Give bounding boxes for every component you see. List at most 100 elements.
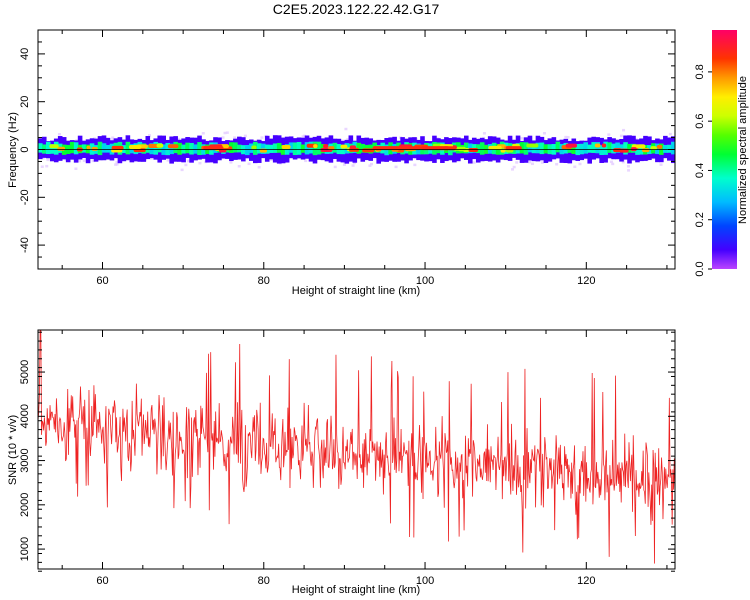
snr-xtick-label: 80	[258, 575, 270, 587]
spectrogram-cell	[49, 144, 59, 149]
spectrogram-cell	[356, 142, 362, 154]
spectrogram-cell	[579, 143, 585, 155]
spectrogram-cell	[272, 143, 278, 153]
snr-axes: 60 80 100 120 1000 2000 3000 4000 5000	[19, 329, 676, 587]
spectrogram-cell	[111, 145, 124, 150]
spectrogram-axes: 60 80 100 120 -40 -20 0 20 40	[19, 29, 676, 287]
spectrogram-speck	[223, 131, 227, 135]
spectrogram-speck	[394, 165, 398, 169]
spectrogram-cell	[81, 144, 87, 153]
spectrogram-cell	[167, 144, 179, 149]
spectrogram-speck	[115, 161, 119, 164]
spectrogram-speck	[578, 162, 582, 166]
spectrogram-cell	[565, 143, 578, 148]
spectrogram-cell	[101, 143, 107, 153]
spectrogram-cell	[300, 144, 306, 153]
snr-ytick-label: 2000	[19, 493, 31, 517]
spectrogram-speck	[57, 133, 61, 136]
spectrogram-speck	[542, 131, 546, 135]
spectrogram-speck	[369, 162, 373, 166]
spectrogram-cell	[655, 143, 660, 155]
spectrogram-speck	[531, 162, 535, 166]
spectrogram-cell	[623, 142, 628, 155]
spectrogram-cell	[153, 141, 159, 155]
spectrogram-cell	[292, 142, 298, 156]
spectrogram-speck	[114, 163, 118, 166]
spectrogram-speck	[148, 134, 152, 137]
spectrogram-speck	[78, 159, 82, 163]
spectrogram-speck	[520, 137, 524, 140]
snr-ytick-label: 1000	[19, 537, 31, 561]
spectrogram-speck	[668, 132, 672, 136]
spectrogram-speck	[257, 165, 261, 169]
snr-ytick-label: 3000	[19, 448, 31, 472]
spectrogram-speck	[659, 163, 663, 166]
spectrogram-cell	[313, 144, 318, 149]
spectrogram-speck	[40, 165, 44, 168]
spectrogram-cell	[73, 142, 79, 155]
spectrogram-speck	[180, 168, 184, 172]
spectrogram-cell	[165, 142, 170, 156]
spectrogram-cell	[149, 143, 155, 155]
snr-series-line	[38, 330, 675, 564]
spectrogram-cell	[296, 141, 302, 155]
spectrogram-speck	[221, 136, 225, 139]
spectrogram-cell	[169, 143, 174, 155]
spectrogram-speck	[609, 160, 613, 164]
spectrogram-cell	[650, 146, 657, 151]
colorbar-gradient	[712, 30, 737, 269]
spectrogram-speck	[225, 131, 229, 134]
spectrogram-cell	[362, 148, 375, 153]
snr-ylabel: SNR (10 * v/v)	[7, 415, 19, 485]
spectrogram-cell	[611, 143, 616, 154]
spectrogram-speck	[237, 165, 241, 168]
colorbar-tick-label: 0.8	[694, 64, 706, 79]
spectrogram-speck	[619, 134, 623, 138]
spectrogram-speck	[607, 133, 611, 136]
spectrogram-cell	[603, 141, 608, 155]
spectrogram-cell	[38, 143, 43, 153]
spectrogram-speck	[229, 161, 233, 164]
spectrogram-cell	[281, 144, 291, 149]
snr-ytick-label: 4000	[19, 404, 31, 428]
spectrogram-cell	[233, 142, 238, 153]
spectrogram-cell	[601, 143, 607, 148]
spectrogram-cell	[591, 142, 596, 153]
spectrogram-ylabel: Frequency (Hz)	[7, 112, 19, 188]
spectrogram-xtick-label: 120	[577, 275, 595, 287]
snr-ytick-label: 5000	[19, 360, 31, 384]
spectrogram-speck	[91, 159, 95, 163]
spectrogram-cell	[133, 148, 146, 153]
spectrogram-heatmap	[38, 127, 675, 172]
spectrogram-xlabel: Height of straight line (km)	[292, 285, 420, 297]
spectrogram-ytick-label: 0	[19, 146, 31, 152]
spectrogram-speck	[564, 135, 568, 139]
spectrogram-speck	[260, 136, 264, 139]
spectrogram-cell	[543, 144, 549, 154]
spectrogram-cell	[344, 143, 350, 154]
spectrogram-cell	[599, 145, 604, 156]
spectrogram-speck	[566, 136, 570, 139]
spectrogram-speck	[233, 136, 237, 139]
spectrogram-xtick-label: 100	[416, 275, 434, 287]
colorbar-ticks: 0.0 0.2 0.4 0.6 0.8	[694, 64, 712, 277]
spectrogram-speck	[621, 160, 625, 164]
spectrogram-cell	[360, 143, 366, 153]
spectrogram-speck	[368, 164, 372, 167]
spectrogram-ytick-label: 40	[19, 48, 31, 60]
colorbar-tick-label: 0.4	[694, 163, 706, 178]
spectrogram-cell	[671, 141, 675, 155]
spectrogram-cell	[607, 142, 612, 153]
spectrogram-speck	[622, 128, 626, 132]
spectrogram-speck	[511, 168, 515, 171]
colorbar-tick-label: 0.2	[694, 212, 706, 227]
colorbar-tick-label: 0.6	[694, 114, 706, 129]
spectrogram-speck	[627, 169, 631, 172]
spectrogram-speck	[270, 158, 274, 161]
spectrogram-cell	[105, 144, 111, 153]
spectrogram-cell	[526, 143, 539, 148]
spectrogram-speck	[304, 159, 308, 163]
spectrogram-cell	[69, 141, 75, 154]
spectrogram-cell	[177, 142, 182, 155]
